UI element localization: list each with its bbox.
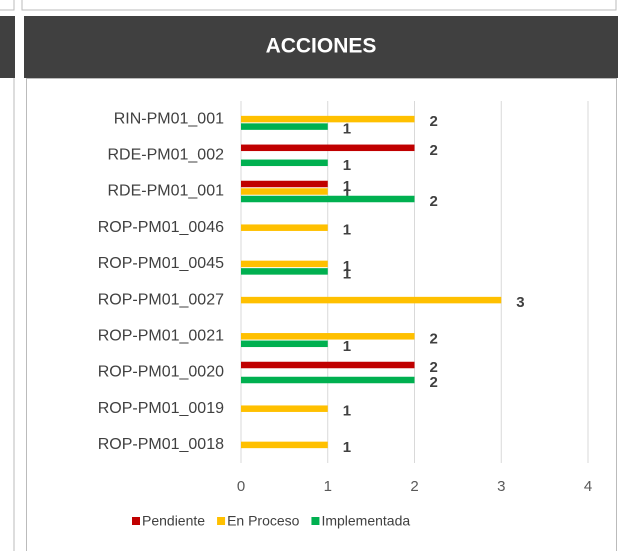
data-label: 1 (343, 178, 351, 195)
data-label: 1 (343, 185, 351, 202)
data-label: 2 (430, 193, 438, 210)
legend-label: Implementada (321, 513, 410, 529)
data-label: 2 (430, 142, 438, 159)
bar (241, 195, 415, 203)
data-label: 1 (343, 439, 351, 456)
bar (241, 441, 328, 449)
data-label: 1 (343, 258, 351, 275)
data-label: 2 (430, 359, 438, 376)
bar (241, 405, 328, 412)
y-tick-label: RIN-PM01_001 (114, 110, 224, 127)
y-tick-label: RDE-PM01_001 (108, 183, 225, 200)
data-label: 2 (430, 113, 438, 130)
bar (241, 340, 328, 348)
bar (241, 188, 328, 195)
bar (241, 180, 328, 188)
bar (241, 296, 502, 304)
y-tick-label: ROP-PM01_0018 (98, 436, 224, 453)
bar (241, 123, 328, 130)
y-tick-label: ROP-PM01_0020 (98, 364, 224, 381)
bar (241, 376, 415, 384)
data-label: 1 (343, 265, 351, 282)
bar (241, 159, 328, 167)
x-tick-label: 2 (410, 478, 418, 495)
panel-header (24, 16, 618, 78)
bar (241, 361, 415, 369)
data-label: 1 (343, 338, 351, 355)
x-tick-label: 3 (497, 478, 505, 495)
legend-label: En Proceso (227, 513, 300, 529)
data-label: 2 (430, 330, 438, 347)
x-tick-label: 0 (237, 478, 245, 495)
y-tick-label: ROP-PM01_0046 (98, 219, 224, 236)
bar (241, 144, 415, 152)
top-box-left (0, 0, 15, 11)
data-label: 2 (430, 374, 438, 391)
x-tick-label: 1 (324, 478, 332, 495)
legend-swatch (217, 517, 226, 525)
bar (241, 268, 328, 275)
x-tick-label: 4 (584, 478, 592, 495)
legend-swatch (132, 517, 140, 525)
bar (241, 260, 328, 268)
bar (241, 224, 328, 231)
legend-swatch (311, 517, 320, 525)
data-label: 1 (343, 403, 351, 420)
chart-title: ACCIONES (266, 35, 377, 58)
y-tick-label: ROP-PM01_0021 (98, 328, 224, 345)
data-label: 1 (343, 157, 351, 174)
data-label: 3 (516, 294, 524, 311)
data-label: 1 (343, 121, 351, 138)
chart-frame (26, 78, 617, 551)
y-tick-label: ROP-PM01_0027 (98, 291, 224, 308)
bar (241, 115, 415, 123)
y-tick-label: RDE-PM01_002 (108, 147, 225, 164)
left-panel-header (0, 16, 15, 78)
data-label: 1 (343, 222, 351, 239)
top-box (21, 0, 617, 11)
bar (241, 333, 415, 340)
legend-label: Pendiente (142, 513, 205, 529)
y-tick-label: ROP-PM01_0045 (98, 255, 224, 272)
y-tick-label: ROP-PM01_0019 (98, 400, 224, 417)
